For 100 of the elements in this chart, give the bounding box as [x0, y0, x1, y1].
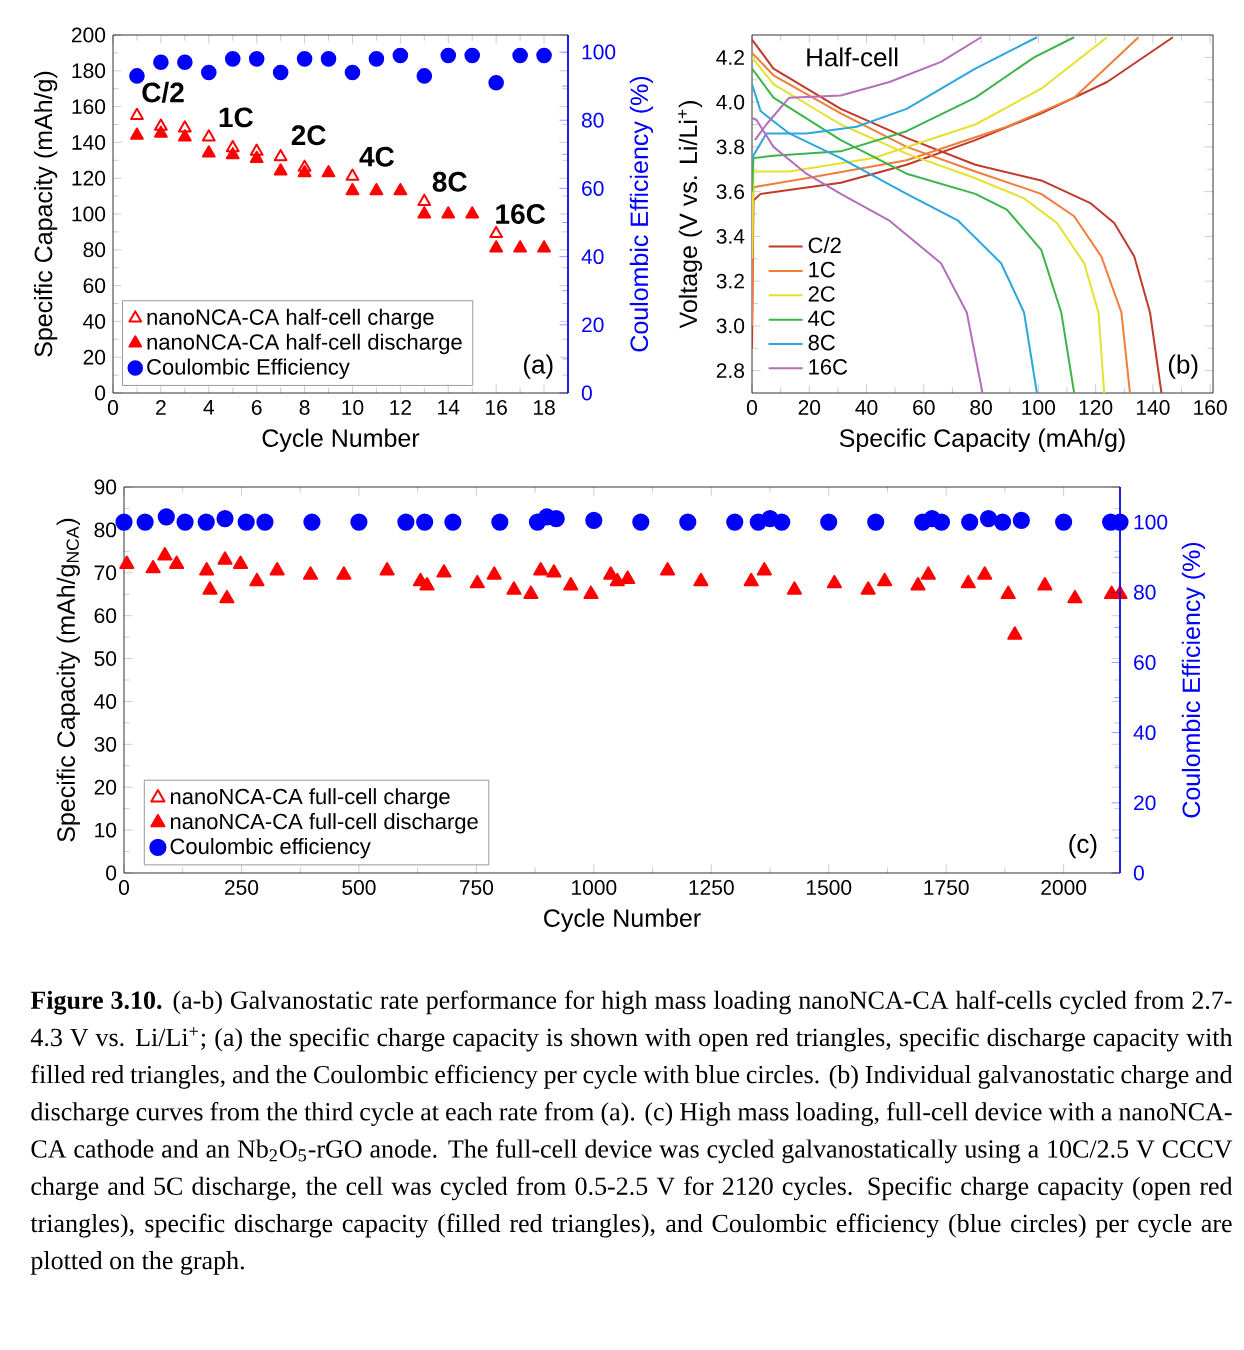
x-tick-label: 4	[203, 400, 215, 415]
point	[464, 47, 481, 64]
y-tick-label: 20	[83, 349, 106, 365]
annotation: 2C	[291, 125, 326, 146]
point	[620, 570, 636, 585]
y2-tick-label: 60	[582, 181, 604, 196]
point	[249, 150, 264, 163]
point	[219, 589, 235, 604]
x-tick-label: 1250	[689, 880, 734, 895]
point	[249, 572, 265, 587]
y-tick-label: 3.0	[716, 318, 745, 334]
legend-label: 1C	[809, 261, 835, 278]
y-tick-label: 3.8	[716, 139, 745, 155]
y2-tick-label: 100	[1134, 514, 1168, 530]
x-tick-label: 100	[1022, 400, 1056, 415]
y-axis-title: Voltage (V vs. Li/Li$^{+}$)	[678, 101, 703, 329]
point	[248, 51, 265, 67]
point	[321, 165, 336, 178]
point	[440, 47, 457, 64]
point	[417, 206, 432, 219]
point	[977, 566, 993, 580]
point	[199, 562, 215, 576]
point	[436, 564, 452, 578]
x-tick-label: 12	[390, 400, 411, 415]
point	[877, 572, 893, 587]
point	[660, 562, 676, 576]
y2-tick-label: 80	[1133, 584, 1156, 600]
annotation: (c)	[1069, 834, 1097, 859]
x-tick-label: 140	[1136, 400, 1170, 415]
y-axis-title: Specific Capacity (mAh/g)	[33, 71, 58, 357]
point	[177, 54, 193, 71]
point	[177, 129, 192, 142]
point	[368, 51, 385, 67]
point	[920, 566, 936, 580]
y2-tick-label: 100	[582, 44, 616, 60]
point	[416, 68, 433, 84]
point	[336, 566, 352, 580]
x-axis-title: Cycle Number	[544, 908, 701, 932]
point	[225, 139, 240, 153]
y-tick-label: 0	[106, 865, 117, 881]
x-tick-label: 120	[1079, 400, 1113, 415]
point	[563, 577, 579, 591]
y-tick-label: 40	[83, 313, 106, 329]
point	[826, 574, 842, 589]
x-tick-label: 8	[299, 400, 310, 415]
point	[469, 574, 485, 589]
point	[392, 47, 409, 64]
y-tick-label: 100	[72, 206, 106, 222]
point	[486, 566, 502, 580]
point	[224, 51, 241, 67]
x-tick-label: 40	[855, 400, 878, 415]
legend-label: C/2	[808, 236, 841, 254]
y2-axis-title: Coulombic Efficiency (%)	[629, 76, 654, 352]
x-tick-label: 14	[438, 400, 460, 415]
x-tick-label: 0	[118, 880, 129, 895]
y-tick-label: 40	[94, 694, 117, 709]
point	[249, 143, 264, 156]
point	[1037, 577, 1053, 591]
point	[201, 129, 216, 142]
point	[232, 555, 249, 570]
y-tick-label: 200	[71, 27, 106, 43]
point	[506, 581, 522, 595]
point	[153, 54, 169, 71]
legend-label: 4C	[808, 310, 835, 327]
point	[154, 118, 168, 131]
legend-label: 16C	[809, 359, 848, 375]
point	[297, 159, 312, 172]
point	[296, 51, 313, 67]
point	[1067, 589, 1083, 604]
point	[756, 562, 772, 576]
point	[200, 64, 217, 81]
y-tick-label: 50	[94, 651, 117, 667]
point	[860, 581, 876, 595]
annotation: (a)	[523, 354, 553, 379]
point	[169, 555, 185, 570]
legend-label: nanoNCA-CA half-cell discharge	[147, 333, 462, 355]
point	[320, 51, 337, 67]
y-tick-label: 3.6	[716, 184, 745, 200]
point	[523, 585, 539, 600]
text: Figure 3.10. (a-b) Galvanostatic rate performance for high mass loading nanoNCA-CA half-cells cycled from 2.7-4.3 V vs. Li/Li$^{+}$; (a) the specific charge capacity is shown with open red triangles, specific discharge capacity with filled red triangles, and the Coulombic efficiency per cycle with blue circles. (b) Individual galvanostatic charge and discharge curves from the third cycle at each rate from (a). (c) High mass loading, full-cell device with a nanoNCA-CA cathode and an Nb$_{2}$O$_{5}$-rGO anode. The full-cell device was cycled galvanostatically using a 10C/2.5 V CCCV charge and 5C discharge, the cell was cycled from 0.5-2.5 V for 2120 cycles. Specific charge capacity (open red triangles), specific discharge capacity (filled red triangles), and Coulombic efficiency (blue circles) per cycle are plotted on the graph.	[30, 990, 1233, 1275]
point	[583, 585, 599, 600]
y-tick-label: 180	[72, 63, 106, 79]
point	[419, 577, 435, 591]
x-tick-label: 500	[342, 880, 376, 895]
annotation: 16C	[496, 204, 546, 224]
point	[786, 581, 803, 595]
x-tick-label: 6	[251, 400, 262, 415]
y-tick-label: 3.4	[716, 228, 745, 244]
y-tick-label: 30	[94, 736, 117, 752]
point	[302, 566, 319, 580]
point	[130, 127, 144, 140]
point	[417, 193, 432, 206]
point	[369, 182, 384, 196]
x-axis-title: Specific Capacity (mAh/g)	[839, 428, 1125, 452]
point	[145, 559, 161, 574]
point	[157, 547, 173, 561]
x-tick-label: 16	[486, 400, 507, 415]
point	[489, 225, 504, 239]
point	[154, 125, 168, 138]
y2-tick-label: 0	[581, 385, 592, 401]
